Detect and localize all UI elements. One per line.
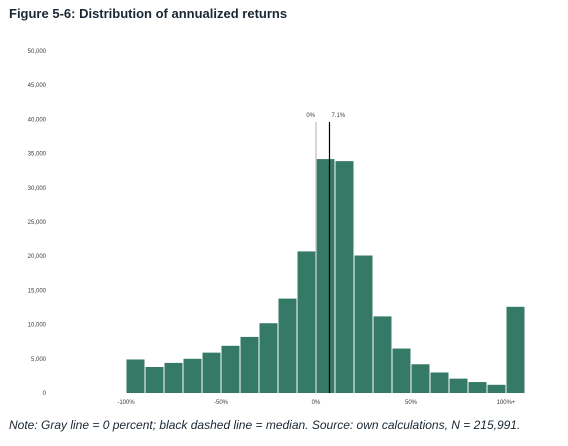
x-axis: -100% -50% 0% 50% 100%+ [117, 400, 516, 406]
y-tick-label: 15,000 [28, 288, 47, 294]
y-tick-label: 35,000 [28, 152, 47, 158]
histogram-bar [316, 159, 335, 393]
histogram-bar [373, 316, 392, 393]
histogram-bar [506, 306, 525, 393]
y-tick-label: 20,000 [28, 254, 47, 260]
histogram-bar [411, 364, 430, 393]
histogram-bar [126, 359, 145, 393]
y-tick-label: 30,000 [28, 186, 47, 192]
y-tick-label: 0 [43, 391, 47, 397]
x-tick-label: 100%+ [497, 400, 516, 406]
histogram-bar [430, 372, 449, 393]
y-tick-label: 5,000 [31, 357, 47, 363]
y-tick-label: 10,000 [28, 323, 47, 329]
x-tick-label: 50% [405, 400, 418, 406]
histogram-bar [335, 161, 354, 393]
histogram-bar [278, 298, 297, 393]
histogram-bar [240, 336, 259, 393]
y-tick-label: 40,000 [28, 117, 47, 123]
y-tick-label: 25,000 [28, 220, 47, 226]
histogram-bar [183, 358, 202, 393]
figure-note: Note: Gray line = 0 percent; black dashe… [9, 418, 521, 432]
histogram-bar [259, 323, 278, 393]
x-tick-label: -50% [214, 400, 229, 406]
histogram-bar [297, 251, 316, 393]
histogram-bar [392, 348, 411, 393]
histogram-bar [449, 378, 468, 393]
histogram-bar [202, 352, 221, 393]
histogram-bar [221, 345, 240, 393]
histogram-bar [164, 362, 183, 393]
zero-line-label: 0% [306, 113, 315, 119]
histogram-bar [145, 367, 164, 393]
median-line-label: 7.1% [331, 113, 345, 119]
histogram-bar [354, 255, 373, 393]
y-axis: 0 5,000 10,000 15,000 20,000 25,000 30,000 35,0… [28, 49, 47, 397]
histogram-bar [487, 384, 506, 393]
y-tick-label: 45,000 [28, 83, 47, 89]
figure-title: Figure 5-6: Distribution of annualized r… [9, 6, 288, 21]
x-tick-label: -100% [117, 400, 135, 406]
y-tick-label: 50,000 [28, 49, 47, 55]
histogram-bar [468, 382, 487, 393]
bars [126, 159, 525, 393]
reference-lines: 0% 7.1% [306, 113, 346, 393]
x-tick-label: 0% [312, 400, 321, 406]
